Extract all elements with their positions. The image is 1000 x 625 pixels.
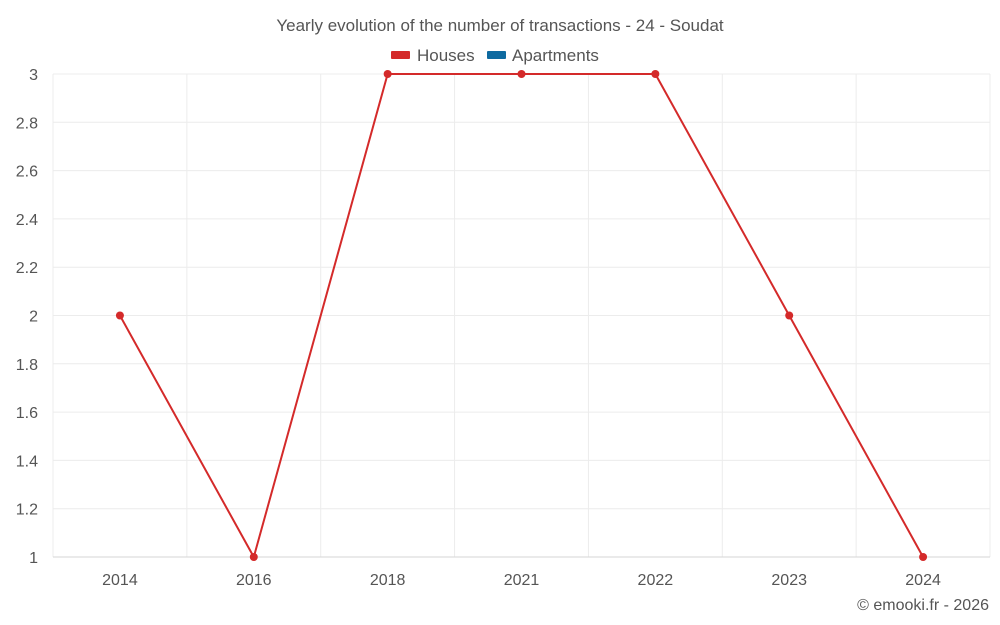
x-tick-label: 2023 [771,572,807,589]
x-tick-label: 2022 [638,572,674,589]
y-tick-label: 1.4 [16,453,38,470]
legend: Houses Apartments [391,46,599,65]
y-tick-label: 1.2 [16,502,38,519]
data-point[interactable] [249,553,258,561]
y-tick-label: 2.8 [16,115,38,132]
credit-text: © emooki.fr - 2026 [857,597,989,614]
x-axis: 2014 2016 2018 2021 2022 2023 2024 [53,556,990,589]
chart-title: Yearly evolution of the number of transa… [276,16,724,35]
x-tick-label: 2024 [905,572,941,589]
x-tick-label: 2018 [370,572,406,589]
x-tick-label: 2021 [504,572,540,589]
y-tick-label: 1 [29,550,38,567]
data-point[interactable] [383,70,392,78]
x-tick-label: 2014 [102,572,138,589]
y-tick-label: 2.2 [16,260,38,277]
y-axis: 1 1.2 1.4 1.6 1.8 2 2.2 2.4 2.6 2.8 3 [16,67,38,567]
legend-item-houses[interactable]: Houses [391,46,475,65]
y-tick-label: 1.8 [16,357,38,374]
legend-label-apartments: Apartments [512,46,599,65]
legend-item-apartments[interactable]: Apartments [487,46,599,65]
legend-swatch-apartments [487,51,506,59]
legend-swatch-houses [391,51,410,59]
y-tick-label: 2 [29,309,38,326]
x-tick-label: 2016 [236,572,272,589]
y-tick-label: 2.4 [16,212,38,229]
data-point[interactable] [517,70,526,78]
y-tick-label: 3 [29,67,38,84]
grid [52,73,991,558]
data-point[interactable] [785,311,794,320]
data-point[interactable] [919,553,928,561]
data-point[interactable] [115,311,124,320]
legend-label-houses: Houses [417,46,475,65]
y-tick-label: 1.6 [16,405,38,422]
series-houses [115,70,928,561]
data-point[interactable] [651,70,660,78]
y-tick-label: 2.6 [16,164,38,181]
